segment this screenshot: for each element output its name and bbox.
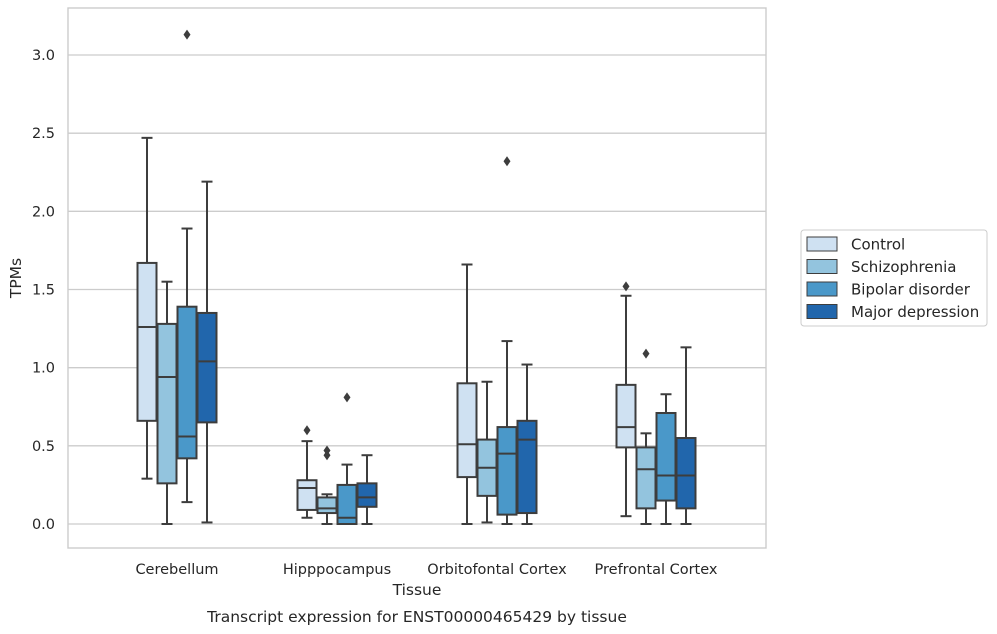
box-control-cerebellum [136,136,158,480]
y-tick-label: 2.0 [32,204,55,220]
box-iqr [496,426,518,516]
y-tick-label: 0.5 [32,439,55,455]
box-iqr [655,412,677,502]
x-tick-label: Orbitofontal Cortex [427,562,567,578]
outlier-point [303,425,311,436]
box-iqr [675,437,697,510]
box-bipolar-disorder-orbitofontal-cortex [496,156,518,525]
outlier-point [503,156,511,167]
x-axis-label: Tissue [392,581,442,599]
legend-swatch [806,304,838,319]
box-bipolar-disorder-hipppocampus [336,392,358,525]
legend-entry-label: Major depression [851,303,979,321]
box-iqr [516,419,538,515]
box-major-depression-cerebellum [196,180,218,524]
y-tick-label: 1.5 [32,283,55,299]
legend-entry-label: Control [851,236,905,254]
box-iqr [356,482,378,508]
x-tick-label: Hipppocampus [283,562,391,578]
box-iqr [136,261,158,422]
plot-area-frame [67,7,767,549]
outlier-point [642,348,650,359]
legend-entry-label: Schizophrenia [851,258,956,276]
box-schizophrenia-cerebellum [156,280,178,525]
legend-frame [800,229,988,327]
box-major-depression-orbitofontal-cortex [516,363,538,525]
legend-entry-label: Bipolar disorder [851,281,971,299]
boxes [136,29,697,525]
box-iqr [196,311,218,424]
box-major-depression-hipppocampus [356,454,378,525]
y-tick-label: 1.0 [32,361,55,377]
outlier-point [343,392,351,403]
outlier-point [183,29,191,40]
box-bipolar-disorder-cerebellum [176,29,198,504]
box-major-depression-prefrontal-cortex [675,346,697,525]
box-iqr [316,496,338,515]
box-bipolar-disorder-prefrontal-cortex [655,393,677,525]
legend: Control Schizophrenia Bipolar disorder Majo… [800,229,988,327]
chart-caption: Transcript expression for ENST0000046542… [206,608,627,626]
y-axis-ticks: 0.0 0.5 1.0 1.5 2.0 2.5 3.0 [32,48,55,533]
y-axis-label: TPMs [7,258,25,299]
y-tick-label: 0.0 [32,517,55,533]
box-control-hipppocampus [296,425,318,519]
outlier-point [323,445,331,456]
box-schizophrenia-hipppocampus [316,445,338,525]
box-iqr [296,479,318,511]
box-iqr [156,322,178,485]
box-control-prefrontal-cortex [615,281,637,518]
box-schizophrenia-prefrontal-cortex [635,348,657,525]
x-axis-ticks: Cerebellum Hipppocampus Orbitofontal Corte… [135,562,717,578]
x-tick-label: Cerebellum [135,562,218,578]
y-tick-label: 3.0 [32,48,55,64]
box-iqr [456,382,478,479]
box-schizophrenia-orbitofontal-cortex [476,380,498,524]
legend-swatch [806,259,838,274]
y-tick-label: 2.5 [32,126,55,142]
legend-swatch [806,281,838,297]
legend-swatch [806,236,838,252]
box-iqr [635,446,657,510]
x-tick-label: Prefrontal Cortex [595,562,718,578]
box-control-orbitofontal-cortex [456,263,478,525]
box-iqr [615,383,637,449]
outlier-point [622,281,630,292]
